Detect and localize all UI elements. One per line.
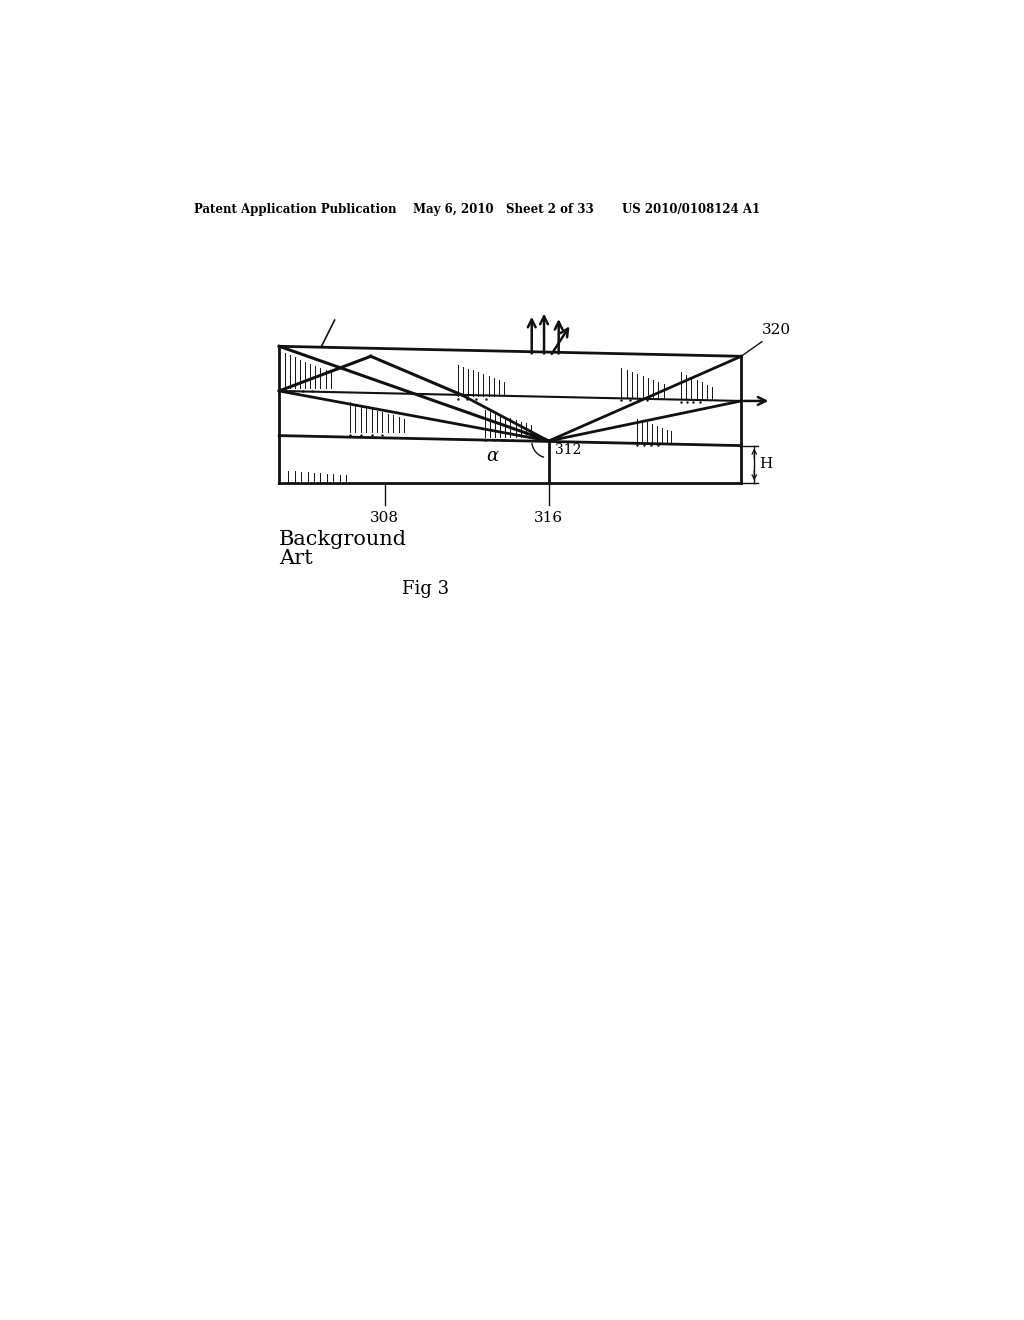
Text: Background: Background [280, 529, 408, 549]
Text: Patent Application Publication: Patent Application Publication [194, 203, 396, 216]
Text: 316: 316 [535, 511, 563, 525]
Text: Fig 3: Fig 3 [401, 579, 450, 598]
Text: 308: 308 [370, 511, 399, 525]
Text: Art: Art [280, 549, 313, 568]
Text: H: H [759, 458, 772, 471]
Text: 320: 320 [762, 323, 792, 337]
Text: α: α [486, 447, 499, 465]
Text: US 2010/0108124 A1: US 2010/0108124 A1 [622, 203, 760, 216]
Text: 312: 312 [555, 442, 582, 457]
Text: May 6, 2010   Sheet 2 of 33: May 6, 2010 Sheet 2 of 33 [413, 203, 594, 216]
